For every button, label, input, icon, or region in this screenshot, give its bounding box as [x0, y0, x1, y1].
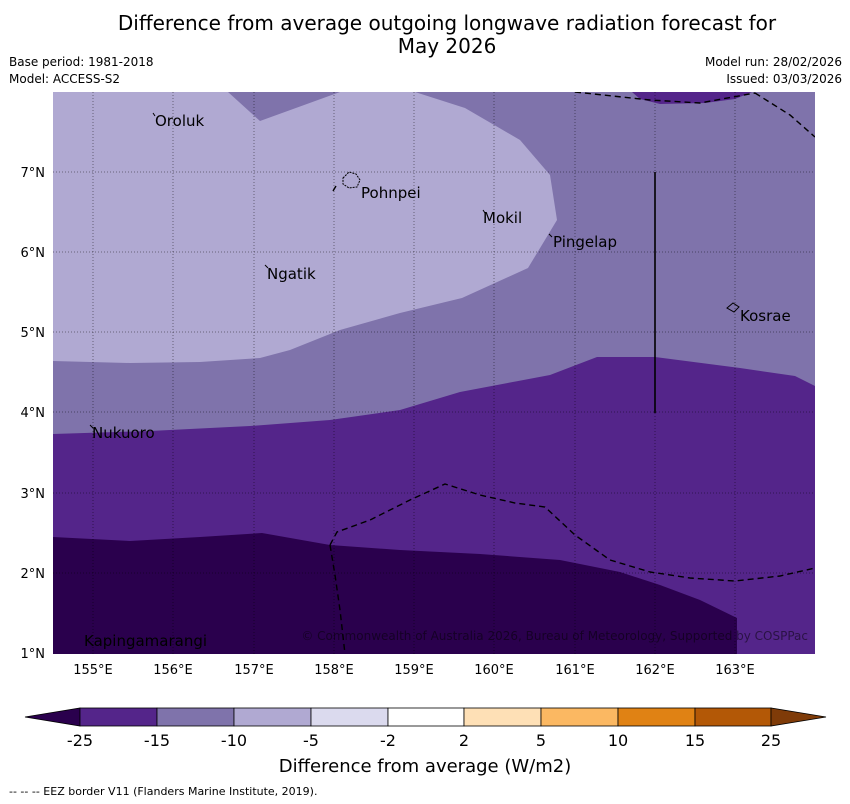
place-pingelap: Pingelap [553, 233, 617, 251]
lon-label: 157°E [234, 663, 274, 678]
colorbar-tick: -2 [380, 731, 396, 750]
lat-label: 4°N [21, 406, 46, 421]
place-mokil: Mokil [483, 209, 522, 227]
base-period: Base period: 1981-2018 [9, 55, 154, 69]
colorbar-extend-low [24, 707, 81, 727]
colorbar-tick: -15 [144, 731, 170, 750]
model-name: Model: ACCESS-S2 [9, 72, 121, 86]
ngatik-marker [264, 264, 269, 269]
colorbar-tick: -5 [303, 731, 319, 750]
meta-right: Model run: 28/02/2026 Issued: 03/03/2026 [705, 54, 842, 88]
colorbar-segment [156, 707, 235, 727]
colorbar-tick: -10 [221, 731, 247, 750]
region-minus5-to-minus10 [53, 92, 557, 363]
colorbar-tick: 10 [608, 731, 628, 750]
place-nukuoro: Nukuoro [92, 424, 155, 442]
place-ngatik: Ngatik [267, 265, 316, 283]
pohnpei-island [342, 171, 361, 189]
colorbar-tick: 25 [761, 731, 781, 750]
colorbar-tick: -25 [67, 731, 93, 750]
eez-border [329, 92, 815, 654]
lat-label: 2°N [21, 567, 46, 582]
colorbar-segment [463, 707, 542, 727]
lon-label: 161°E [555, 663, 595, 678]
colorbar-segment [617, 707, 696, 727]
meta-left: Base period: 1981-2018 Model: ACCESS-S2 [9, 54, 154, 88]
region-below-minus25 [53, 533, 737, 654]
footer-note: -- -- -- EEZ border V11 (Flanders Marine… [9, 785, 318, 798]
chart-title: Difference from average outgoing longwav… [0, 12, 850, 58]
map-area: Oroluk Pohnpei Mokil Pingelap Ngatik Kos… [53, 92, 815, 654]
region-top-right-dark [632, 92, 752, 104]
issued-date: Issued: 03/03/2026 [726, 72, 842, 86]
title-line-2: May 2026 [397, 34, 497, 58]
title-line-1: Difference from average outgoing longwav… [117, 11, 777, 35]
model-run: Model run: 28/02/2026 [704, 55, 842, 69]
colorbar-tick: 2 [459, 731, 469, 750]
place-kosrae: Kosrae [740, 307, 791, 325]
place-oroluk: Oroluk [155, 112, 204, 130]
colorbar-segment [79, 707, 158, 727]
lat-label: 7°N [21, 166, 46, 181]
graticule [53, 92, 815, 654]
map-figure: Oroluk Pohnpei Mokil Pingelap Ngatik Kos… [21, 92, 827, 777]
mokil-marker [482, 209, 486, 214]
copyright-note: © Commonwealth of Australia 2026, Bureau… [301, 629, 808, 643]
lon-label: 155°E [73, 663, 113, 678]
pingelap-marker [548, 233, 553, 238]
oroluk-marker [152, 112, 156, 117]
colorbar-label: Difference from average (W/m2) [279, 756, 571, 777]
colorbar-segment [694, 707, 772, 727]
lon-label: 160°E [474, 663, 514, 678]
colorbar-extend-high [770, 707, 827, 727]
place-kapingamarangi: Kapingamarangi [84, 632, 207, 650]
lon-label: 159°E [394, 663, 434, 678]
colorbar-segment [540, 707, 619, 727]
lon-label: 162°E [635, 663, 675, 678]
colorbar-segment [387, 707, 465, 727]
lon-label: 163°E [715, 663, 755, 678]
lat-label: 1°N [21, 647, 46, 662]
lon-label: 156°E [153, 663, 193, 678]
kosrae-island [726, 302, 740, 313]
lat-label: 6°N [21, 246, 46, 261]
colorbar: -25 -15 -10 -5 -2 2 5 10 15 25 Differenc… [24, 707, 827, 777]
colorbar-tick: 5 [536, 731, 546, 750]
lon-label: 158°E [314, 663, 354, 678]
nukuoro-marker [89, 424, 94, 429]
lat-label: 3°N [21, 487, 46, 502]
colorbar-segment [233, 707, 312, 727]
colorbar-segment [310, 707, 389, 727]
place-pohnpei: Pohnpei [361, 184, 421, 202]
colorbar-tick: 15 [685, 731, 705, 750]
lat-label: 5°N [21, 326, 46, 341]
